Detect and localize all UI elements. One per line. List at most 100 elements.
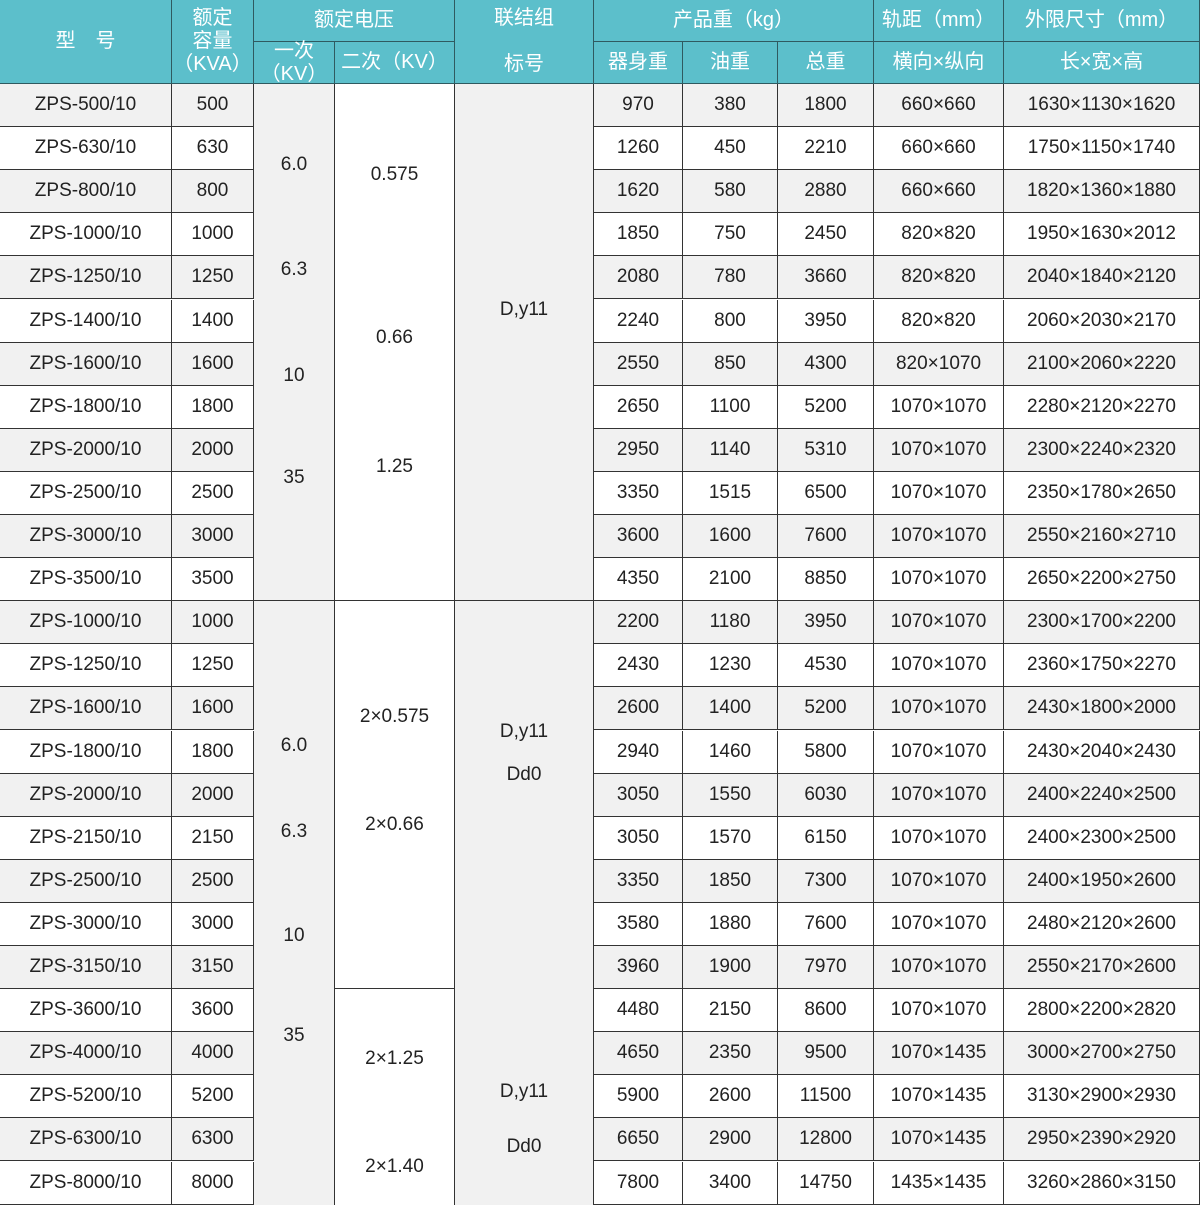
table-cell-text: 3350 [616, 869, 660, 891]
table-cell-text: 660×660 [901, 94, 976, 116]
table-cell-text: 750 [714, 223, 746, 245]
table-cell-text: ZPS-630/10 [34, 137, 137, 159]
header-dims-sub: 长×宽×高 [1004, 42, 1200, 84]
table-cell: 2150 [172, 816, 254, 860]
table-cell-text: ZPS-1800/10 [29, 740, 142, 762]
table-cell-text: 2880 [804, 180, 847, 202]
table-cell: 4480 [594, 989, 683, 1033]
table-cell-text: 4350 [616, 568, 660, 590]
table-cell: 1070×1070 [874, 730, 1004, 774]
table-cell-text: ZPS-3600/10 [29, 999, 142, 1021]
table-cell: 1850 [594, 213, 683, 257]
table-cell: 660×660 [874, 170, 1004, 214]
table-cell: 1620 [594, 170, 683, 214]
table-cell: ZPS-630/10 [0, 127, 172, 171]
table-cell-text: 3000 [191, 525, 234, 547]
table-cell: 2060×2030×2170 [1004, 299, 1200, 343]
table-cell: ZPS-2000/10 [0, 428, 172, 472]
table-cell: 580 [683, 170, 778, 214]
table-cell: 1070×1070 [874, 558, 1004, 602]
table-cell-text: 2800×2200×2820 [1027, 999, 1176, 1021]
table-cell-text: 1435×1435 [890, 1171, 987, 1193]
table-cell-text: 1070×1070 [890, 697, 987, 719]
table-cell: 2650×2200×2750 [1004, 558, 1200, 602]
table-cell: 6500 [778, 471, 874, 515]
table-cell-text: 1850 [708, 869, 752, 891]
table-cell-text: 1070×1070 [890, 783, 987, 805]
table-cell-text: 2150 [191, 826, 234, 848]
header-connection: 联结组 标号 [455, 0, 594, 84]
table-cell: 3000 [172, 902, 254, 946]
table-cell: 2000 [172, 773, 254, 817]
table-cell: 450 [683, 127, 778, 171]
table-cell: 1000 [172, 213, 254, 257]
table-cell-text: 1250 [191, 266, 234, 288]
table-cell: 1600 [172, 342, 254, 386]
table-cell-text: 1900 [708, 956, 752, 978]
table-cell: 1070×1070 [874, 773, 1004, 817]
header-dims-sub-text: 长×宽×高 [1059, 51, 1144, 73]
table-cell-text: ZPS-6300/10 [29, 1128, 142, 1150]
table-cell-text: 660×660 [901, 180, 976, 202]
primary-voltage-value: 6.0 [280, 154, 308, 175]
table-cell: 2240 [594, 299, 683, 343]
table-cell: 970 [594, 84, 683, 128]
table-cell: 3500 [172, 558, 254, 602]
table-cell-text: 1070×1070 [890, 999, 987, 1021]
table-cell-text: 2100 [708, 568, 752, 590]
table-cell: 2350×1780×2650 [1004, 471, 1200, 515]
table-cell: 3150 [172, 946, 254, 990]
table-cell: 12800 [778, 1118, 874, 1162]
table-cell: 1900 [683, 946, 778, 990]
header-gauge-sub: 横向×纵向 [874, 42, 1004, 84]
table-cell-text: 8600 [804, 999, 847, 1021]
table-cell-text: 5900 [616, 1085, 660, 1107]
table-cell-text: 11500 [799, 1085, 852, 1107]
table-cell: ZPS-2150/10 [0, 816, 172, 860]
table-cell: 1515 [683, 471, 778, 515]
table-cell: ZPS-3000/10 [0, 515, 172, 559]
table-cell: 2360×1750×2270 [1004, 644, 1200, 688]
table-cell: 2550×2170×2600 [1004, 946, 1200, 990]
table-cell-text: 5310 [804, 438, 847, 460]
header-gauge-text: 轨距（mm） [881, 9, 996, 31]
table-cell-text: 14750 [799, 1171, 852, 1193]
connection-group-merged: D,y11 [455, 84, 594, 602]
table-cell: 1000 [172, 601, 254, 645]
table-cell-text: 2500 [191, 869, 234, 891]
table-cell-text: 7600 [804, 525, 847, 547]
table-cell: 1180 [683, 601, 778, 645]
table-cell: 14750 [778, 1161, 874, 1205]
table-cell-text: 6500 [804, 481, 847, 503]
table-cell-text: 1600 [708, 525, 752, 547]
table-cell: 3960 [594, 946, 683, 990]
table-cell-text: 2060×2030×2170 [1027, 309, 1176, 331]
primary-voltage-value: 6.3 [280, 259, 308, 280]
table-cell-text: 3660 [804, 266, 847, 288]
table-cell-text: ZPS-1400/10 [29, 309, 142, 331]
table-cell: 1850 [683, 859, 778, 903]
table-cell-text: 1070×1070 [890, 525, 987, 547]
table-cell-text: 850 [714, 352, 746, 374]
table-cell: 6650 [594, 1118, 683, 1162]
table-cell: ZPS-800/10 [0, 170, 172, 214]
table-cell: 2100×2060×2220 [1004, 342, 1200, 386]
table-cell-text: 2900 [708, 1128, 752, 1150]
table-cell-text: 1820×1360×1880 [1027, 180, 1176, 202]
table-cell: 1260 [594, 127, 683, 171]
table-cell: 3580 [594, 902, 683, 946]
table-cell: 3600 [594, 515, 683, 559]
connection-value: D,y11 [499, 721, 549, 743]
table-cell-text: ZPS-1000/10 [29, 223, 142, 245]
table-cell: ZPS-5200/10 [0, 1075, 172, 1119]
table-cell: 1070×1435 [874, 1032, 1004, 1076]
table-cell: ZPS-1800/10 [0, 385, 172, 429]
table-cell: 2900 [683, 1118, 778, 1162]
table-cell-text: ZPS-1600/10 [29, 697, 142, 719]
table-cell: 1250 [172, 256, 254, 300]
table-cell: 3950 [778, 601, 874, 645]
table-cell: 2430×1800×2000 [1004, 687, 1200, 731]
table-cell: 1230 [683, 644, 778, 688]
header-voltage-text: 额定电压 [314, 9, 394, 31]
table-cell-text: 2600 [616, 697, 660, 719]
